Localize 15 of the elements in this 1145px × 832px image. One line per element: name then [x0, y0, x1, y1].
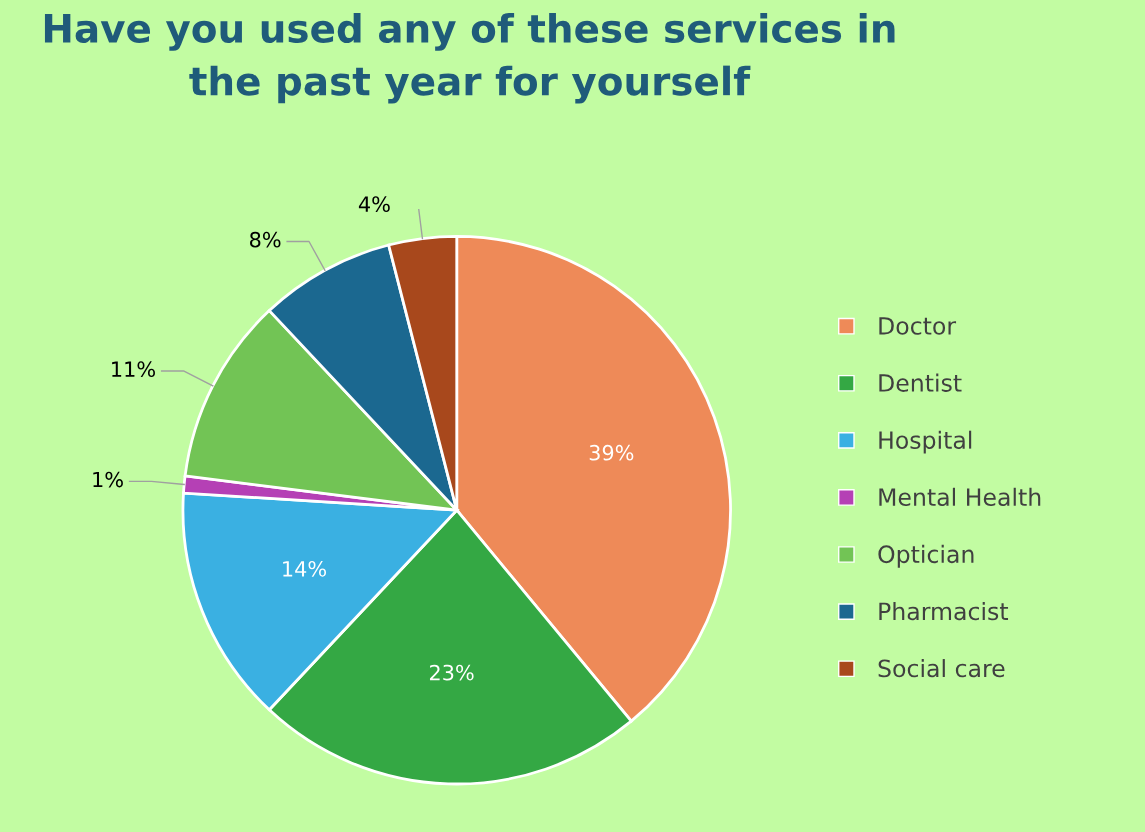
legend-label: Doctor: [879, 317, 957, 335]
legend-label: Dentist: [879, 373, 962, 392]
legend-label: Social care: [878, 659, 1005, 678]
data-label: 1%: [93, 471, 123, 488]
data-label: 14%: [283, 560, 327, 577]
data-label: 23%: [429, 664, 474, 681]
legend-label: Hospital: [879, 430, 972, 454]
legend-label: Pharmacist: [879, 601, 1009, 621]
legend-label: Optician: [878, 544, 974, 568]
data-label: 4%: [358, 196, 390, 213]
data-label: 39%: [589, 444, 634, 461]
legend-label: Mental Health: [879, 487, 1041, 507]
data-label: 8%: [250, 231, 281, 248]
data-label: 11%: [112, 361, 155, 378]
chart-title: Have you used any of these services in the past year for yourself: [44, 12, 895, 104]
